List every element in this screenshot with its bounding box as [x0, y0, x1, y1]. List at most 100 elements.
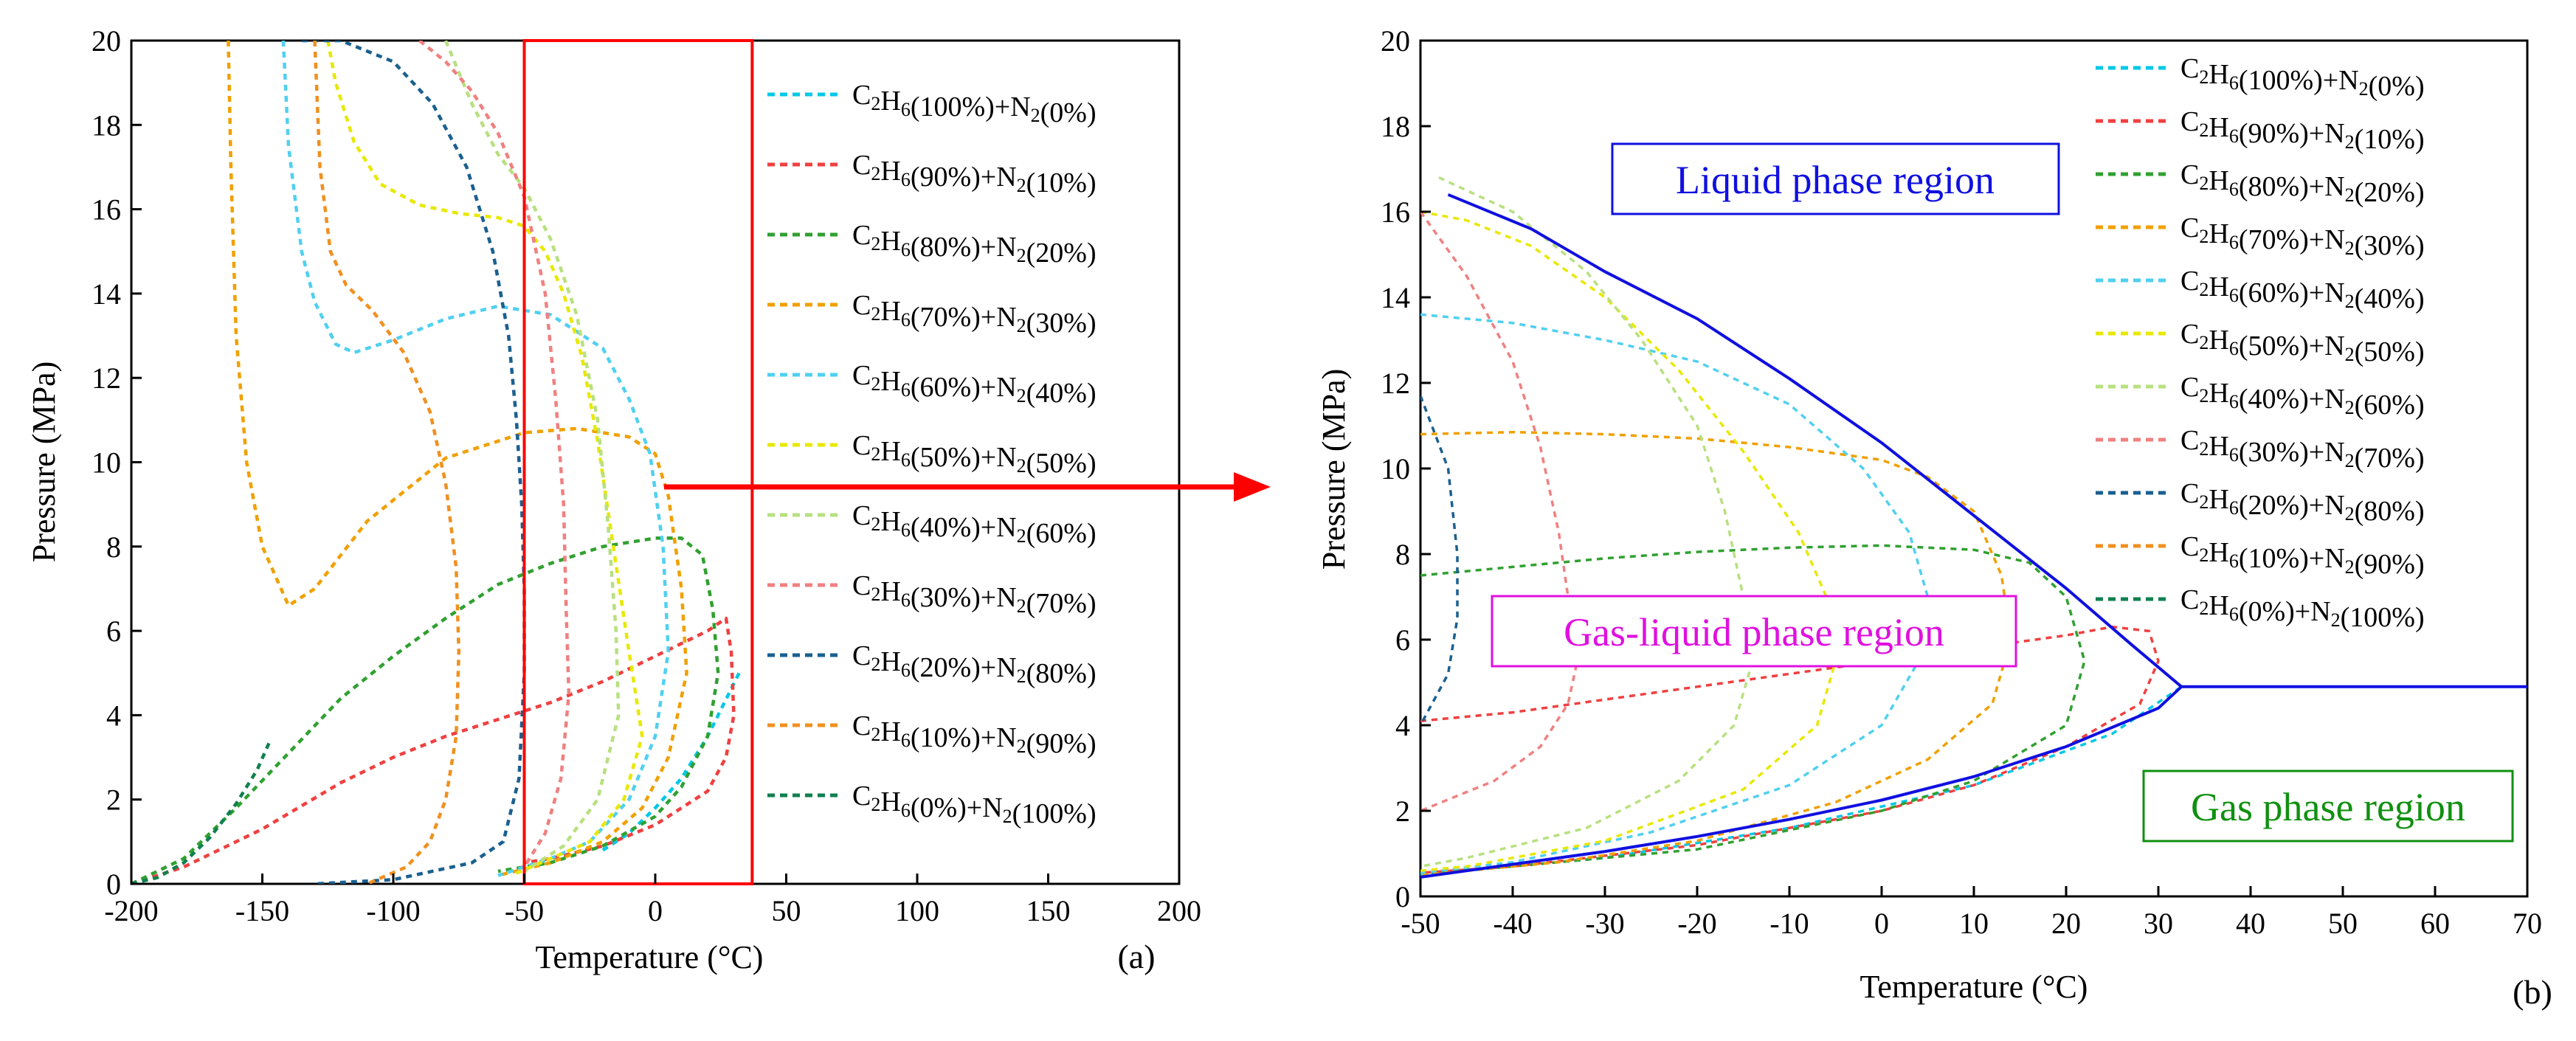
- panel-a-x-tick-label: -50: [505, 894, 544, 927]
- panel-b-legend-entry: C2H6(70%)+N2(30%): [2180, 212, 2425, 261]
- panel-b-series-line-c2h6-20-n2-80: [1420, 395, 1459, 726]
- panel-b-legend-entry: C2H6(50%)+N2(50%): [2180, 319, 2425, 367]
- panel-b-legend-entry: C2H6(60%)+N2(40%): [2180, 266, 2425, 314]
- panel-a-y-tick-label: 20: [91, 24, 121, 58]
- panel-b-series-line-c2h6-50-n2-50: [1420, 210, 1837, 872]
- panel-a-legend-entry: C2H6(30%)+N2(70%): [852, 570, 1097, 619]
- panel-b-x-tick-label: -20: [1677, 907, 1716, 940]
- link-arrow-head: [1234, 472, 1271, 502]
- panel-b-x-axis-title: Temperature (°C): [1860, 969, 2088, 1005]
- panel-a-tag: (a): [1117, 938, 1155, 975]
- panel-a-series-line-c2h6-40-n2-60: [443, 41, 621, 873]
- panel-a-x-ticks: -200 -150 -100 -50 0 50 100 150 200: [104, 874, 1201, 927]
- panel-a-legend-entry: C2H6(10%)+N2(90%): [852, 710, 1097, 759]
- panel-b-y-tick-label: 16: [1381, 196, 1410, 229]
- panel-b-x-tick-label: -30: [1585, 907, 1624, 940]
- panel-a-y-tick-label: 18: [91, 108, 121, 142]
- panel-a-legend-entry: C2H6(80%)+N2(20%): [852, 220, 1097, 269]
- panel-a-y-tick-label: 6: [106, 615, 121, 648]
- panel-b-envelope: [1420, 193, 2527, 879]
- panel-a-y-tick-label: 12: [91, 362, 121, 395]
- panel-b-legend-entry: C2H6(80%)+N2(20%): [2180, 159, 2425, 208]
- panel-b-envelope-lower: [1420, 685, 2183, 879]
- panel-b-series-line-c2h6-80-n2-20: [1420, 544, 2086, 874]
- panel-a-series: [131, 41, 741, 884]
- panel-a-legend-entry: C2H6(40%)+N2(60%): [852, 500, 1097, 549]
- panel-a-y-tick-label: 2: [106, 784, 121, 817]
- panel-b-tag: (b): [2513, 973, 2552, 1011]
- panel-b-x-tick-label: -50: [1401, 907, 1440, 940]
- panel-b-x-tick-label: 40: [2236, 907, 2265, 940]
- panel-b-x-tick-label: -40: [1493, 907, 1532, 940]
- panel-b-legend-entry: C2H6(0%)+N2(100%): [2180, 584, 2425, 633]
- region-gas-liquid-box: [1491, 595, 2017, 668]
- region-liquid-label: Liquid phase region: [1676, 158, 1995, 202]
- region-gas-label: Gas phase region: [2191, 785, 2465, 829]
- panel-a-x-tick-label: -150: [235, 894, 289, 927]
- panel-b-y-tick-label: 12: [1381, 367, 1410, 400]
- panel-a-series-line-c2h6-20-n2-80: [301, 41, 526, 884]
- panel-b-y-tick-label: 8: [1395, 538, 1410, 571]
- panel-a-x-axis-title: Temperature (°C): [536, 939, 764, 975]
- panel-a-y-axis-title: Pressure (MPa): [26, 362, 62, 563]
- link-arrow: [664, 472, 1271, 502]
- panel-b-legend: C2H6(100%)+N2(0%)C2H6(90%)+N2(10%)C2H6(8…: [2096, 53, 2425, 633]
- panel-b-y-tick-label: 18: [1381, 110, 1410, 143]
- panel-a-legend-entry: C2H6(0%)+N2(100%): [852, 781, 1097, 829]
- panel-b-legend-entry: C2H6(40%)+N2(60%): [2180, 372, 2425, 421]
- panel-a-legend-entry: C2H6(50%)+N2(50%): [852, 430, 1097, 479]
- panel-a-legend: C2H6(100%)+N2(0%) C2H6(90%)+N2(10%) C2H6(8…: [760, 66, 1173, 848]
- panel-b-x-tick-label: 60: [2420, 907, 2450, 940]
- panel-a-x-tick-label: 100: [895, 894, 939, 927]
- panel-a-series-line-c2h6-30-n2-70: [418, 41, 571, 868]
- panel-a-legend-entry: C2H6(90%)+N2(10%): [852, 150, 1097, 198]
- panel-a-series-line-c2h6-70-n2-30: [227, 41, 688, 877]
- panel-a-x-tick-label: 50: [772, 894, 801, 927]
- panel-b-series-line-c2h6-70-n2-30: [1420, 430, 2012, 876]
- region-gas-liquid-label: Gas-liquid phase region: [1564, 610, 1944, 654]
- region-gas-box: [2142, 769, 2514, 843]
- panel-b-x-tick-label: 70: [2513, 907, 2542, 940]
- panel-a-y-tick-label: 4: [106, 699, 121, 732]
- panel-a-x-tick-label: -200: [104, 894, 158, 927]
- panel-b-series: [1420, 176, 2183, 876]
- panel-b-y-tick-label: 14: [1381, 281, 1410, 314]
- panel-b-y-tick-label: 2: [1395, 795, 1410, 828]
- panel-b-y-tick-label: 20: [1381, 24, 1410, 58]
- panel-a-highlight-box: [522, 39, 754, 885]
- region-liquid-box: [1611, 142, 2060, 215]
- panel-a-x-tick-label: 0: [648, 894, 663, 927]
- panel-b-y-tick-label: 4: [1395, 709, 1410, 742]
- panel-a-y-ticks: 0 2 4 6 8 10 12 14 16 18 20: [91, 24, 142, 901]
- panel-b-x-tick-label: 30: [2144, 907, 2173, 940]
- panel-b-y-tick-label: 0: [1395, 880, 1410, 913]
- panel-b-series-line-c2h6-40-n2-60: [1420, 176, 1754, 868]
- region-gas: Gas phase region: [2142, 769, 2514, 843]
- panel-b-legend-entry: C2H6(30%)+N2(70%): [2180, 425, 2425, 474]
- panel-b-x-tick-label: 20: [2051, 907, 2081, 940]
- panel-b-legend-entry: C2H6(100%)+N2(0%): [2180, 53, 2425, 102]
- panel-a-x-tick-label: 150: [1026, 894, 1071, 927]
- panel-b-y-tick-label: 6: [1395, 623, 1410, 657]
- panel-a-legend-entry: C2H6(100%)+N2(0%): [852, 80, 1097, 128]
- panel-a-x-tick-label: 200: [1157, 894, 1201, 927]
- panel-a-legend-bg: [760, 66, 1173, 848]
- panel-b-series-line-c2h6-60-n2-40: [1420, 313, 1930, 874]
- panel-b-legend-entry: C2H6(90%)+N2(10%): [2180, 106, 2425, 155]
- panel-b-y-ticks: 0 2 4 6 8 10 12 14 16 18 20: [1381, 24, 1431, 913]
- panel-b-legend-entry: C2H6(20%)+N2(80%): [2180, 478, 2425, 527]
- panel-a-series-line-c2h6-10-n2-90: [313, 41, 461, 884]
- panel-a-y-tick-label: 8: [106, 530, 121, 564]
- panel-a-legend-entry: C2H6(70%)+N2(30%): [852, 290, 1097, 339]
- panel-b-series-line-c2h6-100-n2-0: [1420, 685, 2183, 876]
- panel-b-x-tick-label: 0: [1874, 907, 1889, 940]
- panel-a-legend-entry: C2H6(20%)+N2(80%): [852, 640, 1097, 689]
- region-gas-liquid: Gas-liquid phase region: [1491, 595, 2017, 668]
- panel-a-x-tick-label: -100: [366, 894, 420, 927]
- region-liquid: Liquid phase region: [1611, 142, 2060, 215]
- panel-a-y-tick-label: 16: [91, 193, 121, 226]
- panel-b-y-tick-label: 10: [1381, 452, 1410, 485]
- panel-a-legend-entry: C2H6(60%)+N2(40%): [852, 360, 1097, 409]
